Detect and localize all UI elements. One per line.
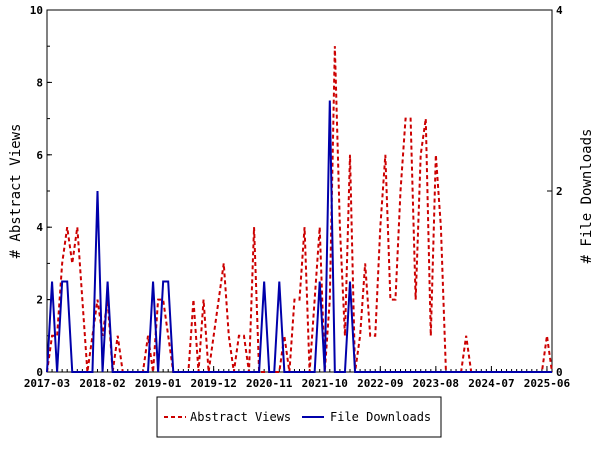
y-axis-left: 0 2 4 6 8 10 (30, 4, 52, 379)
y-axis-right-title: # File Downloads (579, 129, 595, 264)
legend-box (156, 396, 442, 438)
series-line-file-downloads (46, 100, 552, 373)
x-tick-label: 2019-12 (190, 377, 236, 390)
y-right-tick-label: 2 (556, 185, 563, 198)
series-layer (46, 46, 553, 373)
y-left-tick-label: 4 (36, 221, 43, 234)
x-tick-label: 2021-10 (302, 377, 348, 390)
x-tick-label: 2018-02 (79, 377, 125, 390)
y-axis-right: 0 2 4 (547, 4, 563, 379)
x-tick-label: 2022-09 (357, 377, 403, 390)
y-left-tick-label: 6 (36, 149, 43, 162)
x-tick-label: 2025-06 (524, 377, 571, 390)
y-right-tick-label: 0 (556, 366, 563, 379)
y-left-tick-label: 10 (30, 4, 43, 17)
plot-area-border (46, 9, 553, 373)
series-line-abstract-views (46, 46, 553, 373)
legend-label-abstract-views: Abstract Views (190, 410, 291, 424)
x-tick-label: 2024-07 (468, 377, 514, 390)
x-tick-label: 2023-08 (413, 377, 459, 390)
y-left-tick-label: 2 (36, 294, 43, 307)
x-tick-label: 2017-03 (24, 377, 70, 390)
legend: Abstract Views File Downloads (156, 396, 442, 438)
x-tick-label: 2019-01 (135, 377, 182, 390)
x-tick-label: 2020-11 (246, 377, 293, 390)
y-left-tick-label: 8 (36, 76, 43, 89)
y-right-tick-label: 4 (556, 4, 563, 17)
x-axis: 2017-03 2018-02 2019-01 2019-12 2020-11 2021-… (24, 366, 571, 390)
y-left-tick-label: 0 (36, 366, 43, 379)
y-axis-left-title: # Abstract Views (8, 124, 24, 259)
legend-label-file-downloads: File Downloads (330, 410, 431, 424)
plot-frame (46, 9, 553, 373)
